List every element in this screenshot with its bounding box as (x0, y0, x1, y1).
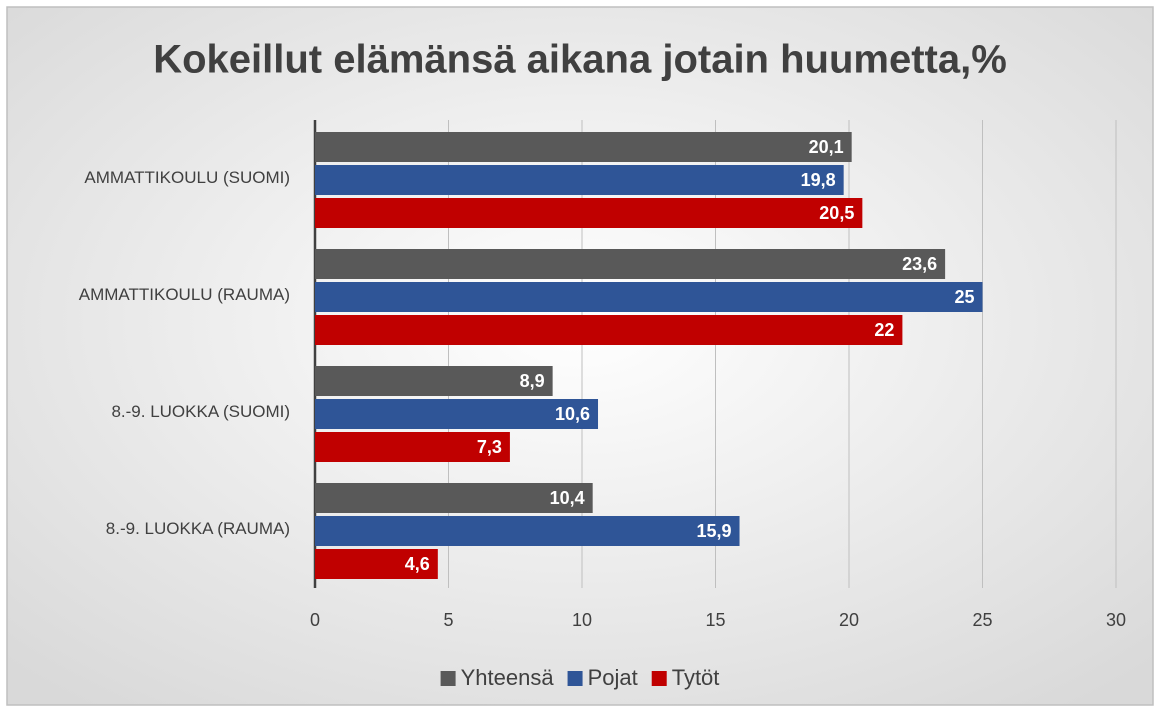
bar (315, 366, 553, 396)
bar (315, 132, 852, 162)
bar (315, 165, 844, 195)
x-tick-label: 15 (705, 610, 725, 630)
legend-label: Yhteensä (461, 665, 555, 690)
data-label: 15,9 (696, 521, 731, 541)
legend-label: Tytöt (672, 665, 720, 690)
legend-label: Pojat (588, 665, 638, 690)
bar (315, 249, 946, 279)
data-label: 25 (954, 287, 974, 307)
data-label: 7,3 (477, 437, 502, 457)
y-tick-label: 8.-9. LUOKKA (SUOMI) (111, 402, 290, 421)
y-tick-label: AMMATTIKOULU (SUOMI) (84, 168, 290, 187)
y-tick-label: AMMATTIKOULU (RAUMA) (79, 285, 290, 304)
chart-background (6, 6, 1154, 706)
x-tick-label: 30 (1106, 610, 1126, 630)
data-label: 22 (874, 320, 894, 340)
bar (315, 315, 903, 345)
x-tick-label: 25 (972, 610, 992, 630)
bar (315, 282, 983, 312)
x-tick-label: 5 (443, 610, 453, 630)
bar (315, 432, 510, 462)
bar (315, 516, 740, 546)
bar (315, 483, 593, 513)
bar (315, 198, 863, 228)
x-tick-label: 0 (310, 610, 320, 630)
legend-swatch (651, 671, 667, 686)
bar (315, 399, 599, 429)
data-label: 4,6 (405, 554, 430, 574)
data-label: 10,4 (550, 488, 585, 508)
data-label: 20,1 (809, 137, 844, 157)
legend-swatch (567, 671, 583, 686)
chart-title: Kokeillut elämänsä aikana jotain huumett… (153, 38, 1007, 82)
data-label: 23,6 (902, 254, 937, 274)
x-tick-label: 10 (572, 610, 592, 630)
data-label: 20,5 (819, 203, 854, 223)
y-tick-label: 8.-9. LUOKKA (RAUMA) (106, 519, 290, 538)
data-label: 10,6 (555, 404, 590, 424)
legend-swatch (440, 671, 456, 686)
bar (315, 549, 438, 579)
x-tick-label: 20 (839, 610, 859, 630)
data-label: 19,8 (801, 170, 836, 190)
data-label: 8,9 (520, 371, 545, 391)
